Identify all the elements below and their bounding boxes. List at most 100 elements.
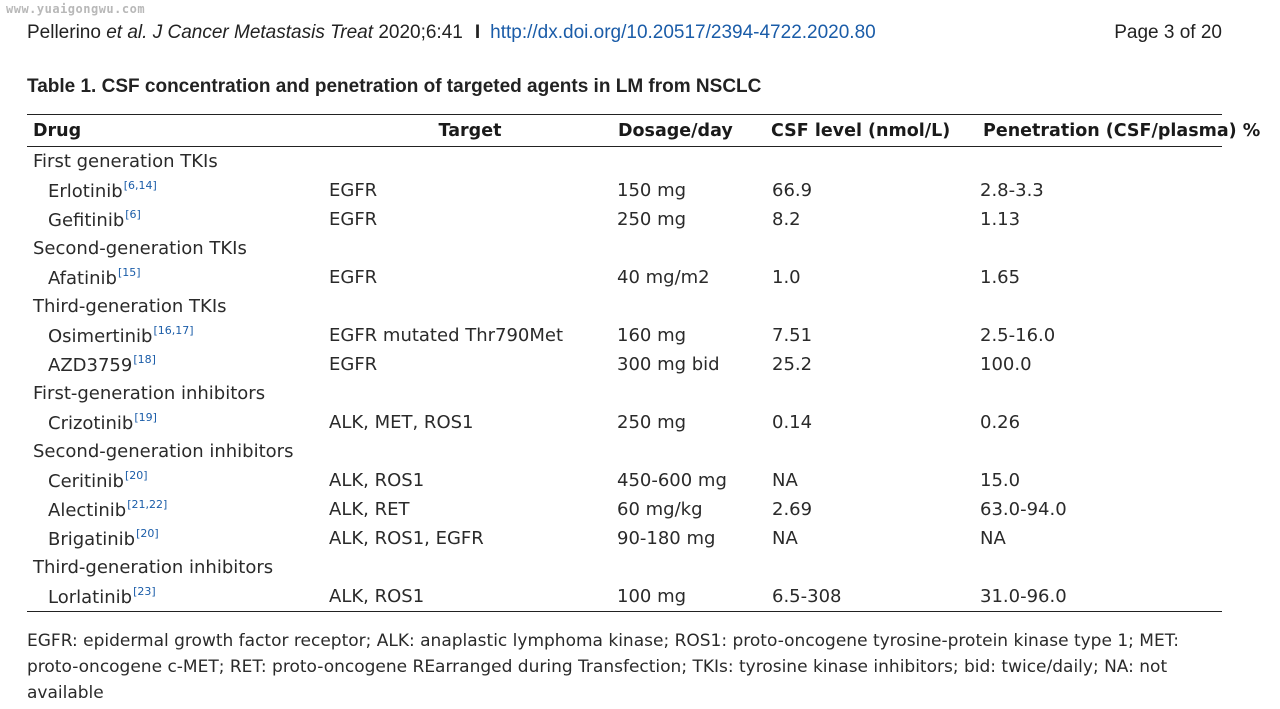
drug-row: Gefitinib[6] EGFR 250 mg 8.2 1.13 [27, 205, 1222, 234]
group-label: Second-generation TKIs [33, 238, 247, 259]
reference-link[interactable]: [19] [134, 411, 157, 424]
dosage-cell: 90-180 mg [617, 528, 716, 549]
csf-level-cell: 7.51 [772, 325, 813, 346]
drug-cell: Crizotinib[19] [27, 408, 322, 437]
dosage-cell: 150 mg [617, 180, 687, 201]
csf-level-cell: 66.9 [772, 180, 813, 201]
penetration-cell: 2.5-16.0 [980, 325, 1056, 346]
reference-link[interactable]: [6,14] [123, 179, 157, 192]
data-table: Drug Target Dosage/day CSF level (nmol/L… [27, 114, 1260, 612]
penetration-cell: 1.65 [980, 267, 1021, 288]
target-cell: EGFR mutated Thr790Met [329, 325, 564, 346]
penetration-cell: 0.26 [980, 412, 1021, 433]
column-header-target: Target [322, 114, 612, 147]
reference-link[interactable]: [23] [133, 585, 156, 598]
reference-link[interactable]: [15] [117, 266, 141, 279]
drug-name: Osimertinib [48, 326, 153, 347]
drug-name: AZD3759 [48, 355, 133, 376]
watermark: www.yuaigongwu.com [6, 2, 146, 16]
target-cell: ALK, ROS1 [322, 582, 612, 612]
penetration-cell: 1.13 [980, 209, 1021, 230]
drug-cell: Ceritinib[20] [27, 466, 322, 495]
drug-cell: Gefitinib[6] [27, 205, 322, 234]
reference-link[interactable]: [20] [136, 527, 159, 540]
drug-name: Afatinib [48, 268, 117, 289]
penetration-cell: 100.0 [980, 354, 1032, 375]
penetration-cell: 2.8-3.3 [980, 180, 1044, 201]
penetration-cell: 63.0-94.0 [980, 499, 1067, 520]
running-header: Pellerino et al. J Cancer Metastasis Tre… [27, 20, 1222, 48]
group-row: Second-generation inhibitors [27, 437, 1222, 466]
csf-level-cell: 0.14 [772, 412, 813, 433]
penetration-cell: 15.0 [980, 470, 1021, 491]
drug-name: Gefitinib [48, 210, 125, 231]
citation: Pellerino et al. J Cancer Metastasis Tre… [27, 22, 876, 44]
journal-name: J Cancer Metastasis Treat [152, 22, 374, 43]
group-row: First generation TKIs [27, 147, 1222, 177]
csf-level-cell: 6.5-308 [765, 582, 977, 612]
drug-name: Crizotinib [48, 413, 134, 434]
penetration-cell: 31.0-96.0 [977, 582, 1222, 612]
reference-link[interactable]: [20] [124, 469, 148, 482]
drug-cell: Erlotinib[6,14] [27, 176, 322, 205]
drug-row: AZD3759[18] EGFR 300 mg bid 25.2 100.0 [27, 350, 1222, 379]
drug-cell: Osimertinib[16,17] [27, 321, 322, 350]
group-label: Second-generation inhibitors [33, 441, 294, 462]
table-footnote: EGFR: epidermal growth factor receptor; … [27, 631, 1179, 703]
author: Pellerino [27, 22, 101, 43]
csf-level-cell: 8.2 [772, 209, 801, 230]
penetration-cell: NA [980, 528, 1006, 549]
group-label: First-generation inhibitors [33, 383, 266, 404]
group-row: Second-generation TKIs [27, 234, 1222, 263]
column-header-dosage: Dosage/day [612, 114, 765, 147]
dosage-cell: 160 mg [617, 325, 687, 346]
drug-name: Lorlatinib [48, 587, 133, 608]
table-header-row: Drug Target Dosage/day CSF level (nmol/L… [27, 114, 1260, 147]
reference-link[interactable]: [6] [125, 208, 141, 221]
csf-level-cell: NA [772, 470, 798, 491]
dosage-cell: 40 mg/m2 [617, 267, 710, 288]
target-cell: ALK, MET, ROS1 [329, 412, 474, 433]
group-row: Third-generation TKIs [27, 292, 1222, 321]
drug-cell: AZD3759[18] [27, 350, 322, 379]
csf-level-cell: 25.2 [772, 354, 813, 375]
csf-level-cell: NA [772, 528, 798, 549]
et-al: et al. [106, 22, 148, 43]
column-header-penetration: Penetration (CSF/plasma) % [977, 114, 1260, 147]
drug-name: Erlotinib [48, 181, 123, 202]
drug-row: Brigatinib[20] ALK, ROS1, EGFR 90-180 mg NA… [27, 524, 1222, 553]
csf-level-cell: 1.0 [772, 267, 801, 288]
table-body: First generation TKIs Erlotinib[6,14] EGFR… [27, 147, 1222, 612]
dosage-cell: 300 mg bid [617, 354, 720, 375]
table-caption: Table 1. CSF concentration and penetrati… [27, 76, 762, 97]
page-number: Page 3 of 20 [1114, 22, 1222, 43]
group-label: Third-generation inhibitors [33, 557, 274, 578]
doi-link[interactable]: http://dx.doi.org/10.20517/2394-4722.202… [490, 22, 876, 43]
drug-cell: Afatinib[15] [27, 263, 322, 292]
drug-row: Crizotinib[19] ALK, MET, ROS1 250 mg 0.14 0.… [27, 408, 1222, 437]
target-cell: EGFR [329, 354, 378, 375]
group-row: First-generation inhibitors [27, 379, 1222, 408]
column-header-drug: Drug [27, 114, 322, 147]
drug-row: Ceritinib[20] ALK, ROS1 450-600 mg NA 15.0 [27, 466, 1222, 495]
drug-row: Osimertinib[16,17] EGFR mutated Thr790Met… [27, 321, 1222, 350]
dosage-cell: 60 mg/kg [617, 499, 703, 520]
dosage-cell: 250 mg [617, 209, 687, 230]
drug-cell: Alectinib[21,22] [27, 495, 322, 524]
reference-link[interactable]: [21,22] [127, 498, 168, 511]
dosage-cell: 450-600 mg [617, 470, 727, 491]
dosage-cell: 100 mg [612, 582, 765, 612]
dosage-cell: 250 mg [617, 412, 687, 433]
drug-name: Ceritinib [48, 471, 124, 492]
group-label: Third-generation TKIs [33, 296, 227, 317]
drug-name: Brigatinib [48, 529, 136, 550]
reference-link[interactable]: [16,17] [153, 324, 194, 337]
drug-row: Afatinib[15] EGFR 40 mg/m2 1.0 1.65 [27, 263, 1222, 292]
target-cell: EGFR [329, 180, 378, 201]
drug-row: Alectinib[21,22] ALK, RET 60 mg/kg 2.69 63.0… [27, 495, 1222, 524]
csf-level-cell: 2.69 [772, 499, 813, 520]
reference-link[interactable]: [18] [133, 353, 156, 366]
drug-name: Alectinib [48, 500, 127, 521]
drug-row: Lorlatinib[23] ALK, ROS1 100 mg 6.5-308 31.0… [27, 582, 1222, 612]
year-volume: 2020;6:41 [378, 22, 463, 43]
